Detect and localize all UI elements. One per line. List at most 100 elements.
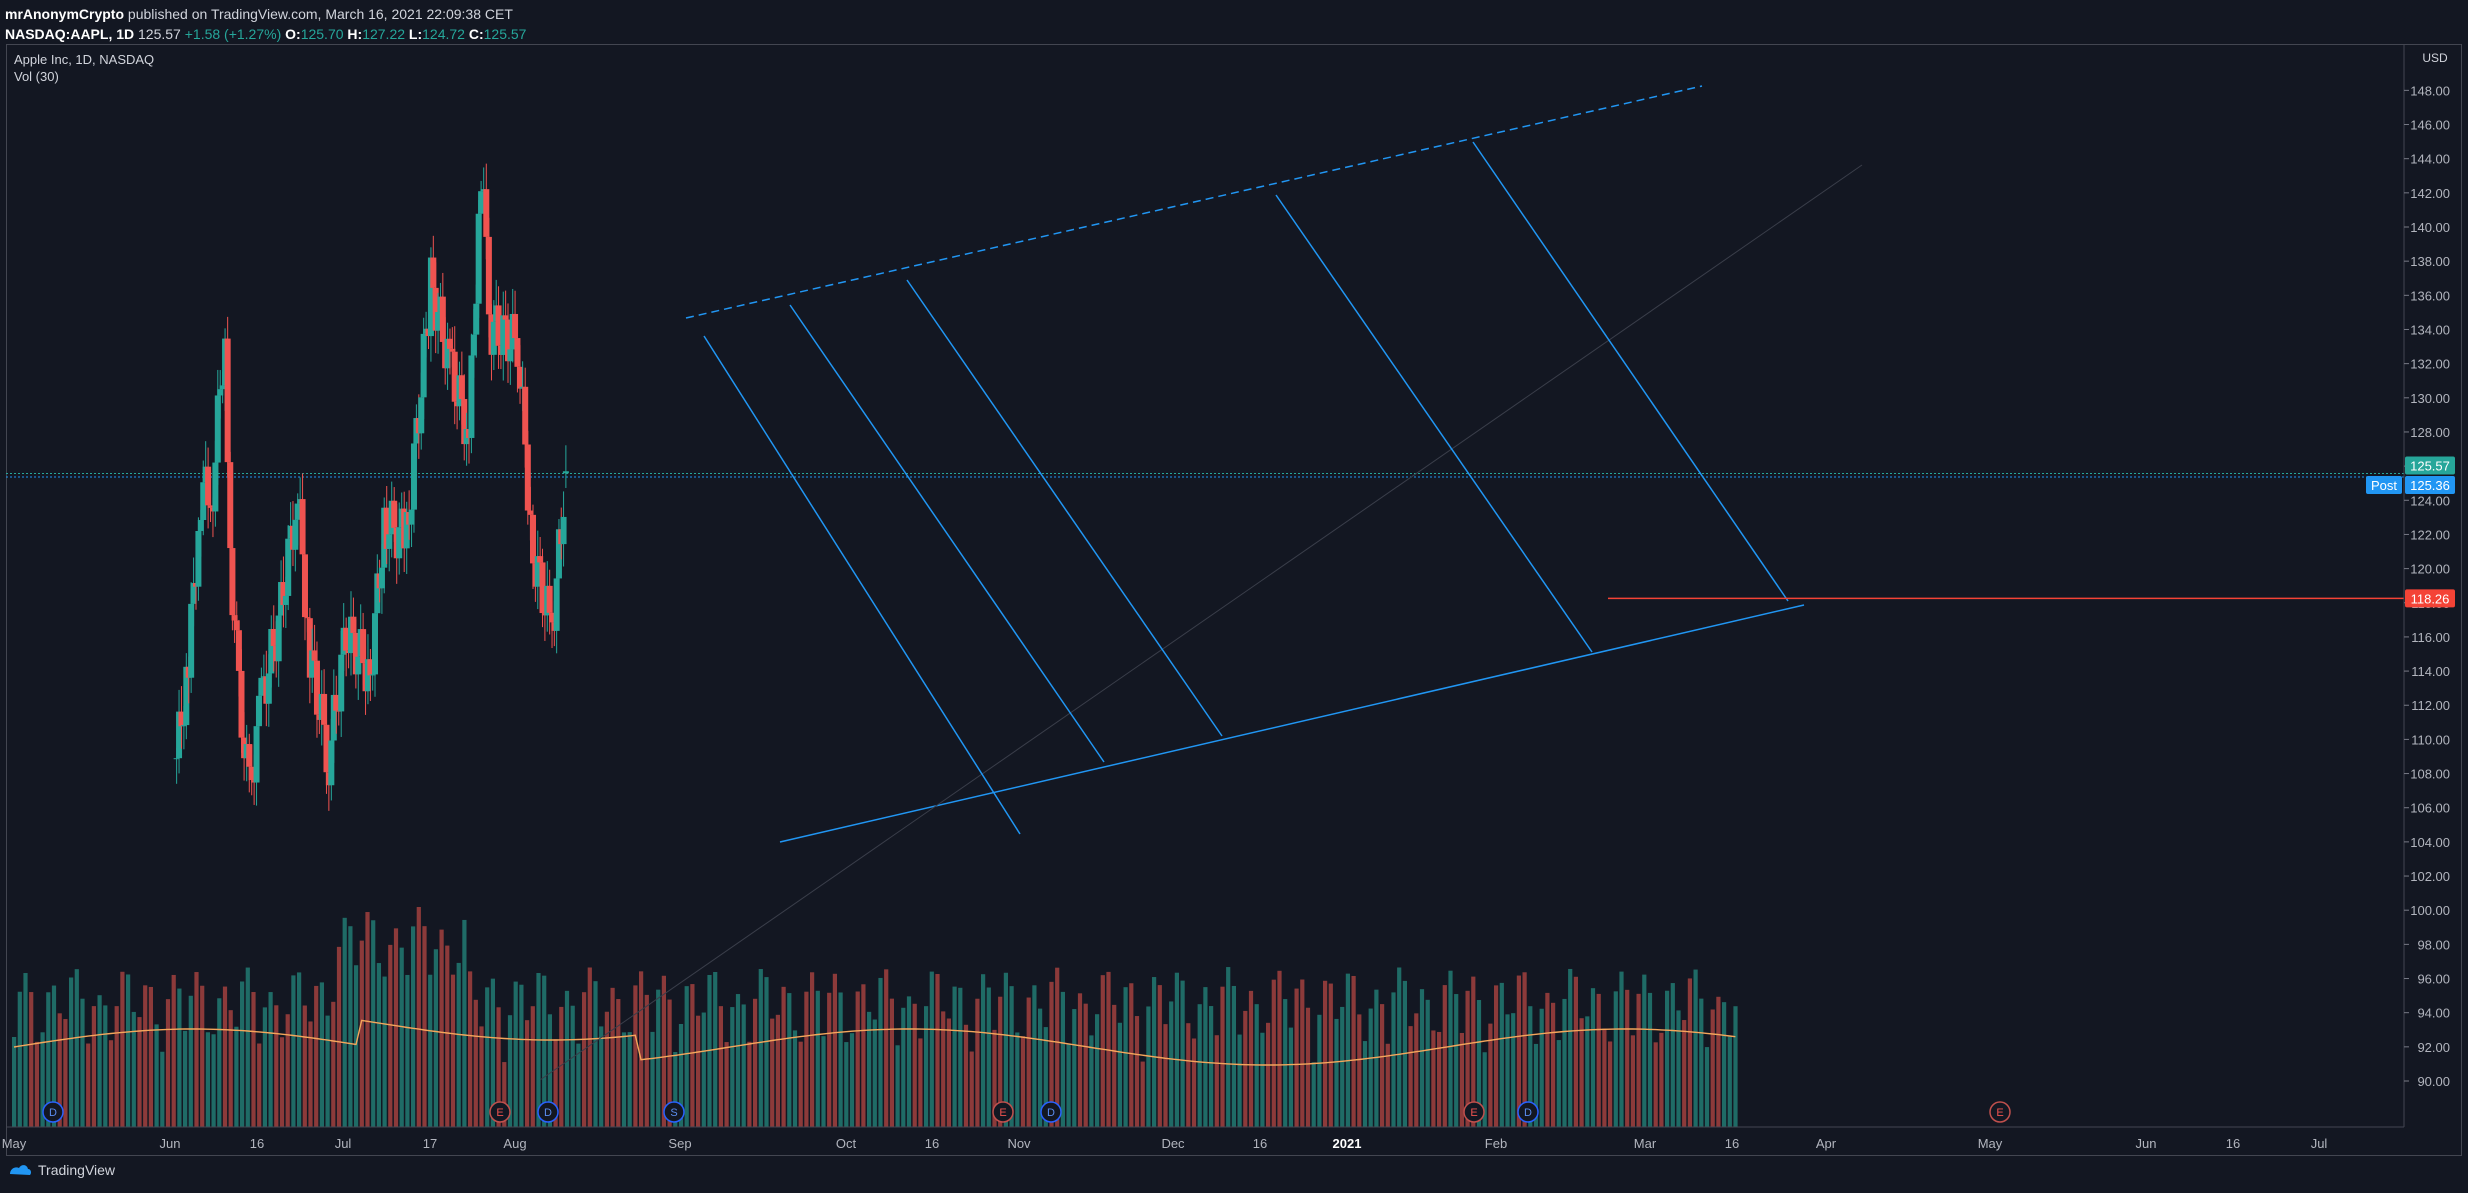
low-label: L: [408, 26, 423, 42]
volume-bar [735, 994, 741, 1127]
candle-body [549, 612, 556, 623]
volume-bar [627, 1032, 632, 1127]
volume-bar [855, 991, 860, 1127]
volume-bar [958, 987, 963, 1127]
volume-bar [131, 1011, 136, 1127]
volume-bar [1602, 1028, 1607, 1127]
volume-bar [1311, 1062, 1316, 1127]
high-label: H: [347, 26, 363, 42]
channel-line [906, 279, 1223, 737]
volume-bar [1397, 967, 1402, 1127]
volume-bar [673, 1051, 678, 1127]
footer-brand[interactable]: TradingView [8, 1162, 115, 1178]
author-name[interactable]: mrAnonymCrypto [5, 6, 125, 22]
time-tick-label: 16 [1253, 1136, 1267, 1151]
candle-body [560, 516, 567, 545]
volume-bar [559, 1006, 564, 1127]
candle-body [292, 519, 299, 550]
candle-body [527, 510, 534, 515]
price-tick-label: 132.00 [2410, 357, 2450, 372]
volume-bar [205, 1032, 210, 1127]
volume-bar [872, 1019, 877, 1127]
event-marker-label: E [1470, 1107, 1477, 1119]
volume-bar [1494, 985, 1499, 1127]
volume-bar [889, 998, 894, 1127]
volume-bar [513, 981, 518, 1127]
legend-volume: Vol (30) [14, 69, 59, 84]
volume-bar [1380, 1004, 1385, 1127]
candle-body [190, 583, 197, 604]
candle-body [555, 529, 562, 579]
volume-bar [1647, 992, 1653, 1127]
candle-body [323, 724, 330, 773]
chart-frame[interactable] [6, 44, 2462, 1156]
candle-body [227, 462, 234, 549]
candle-body [224, 338, 231, 463]
candle-body [183, 666, 190, 726]
event-marker-label: D [1047, 1107, 1055, 1119]
volume-bar [342, 917, 347, 1127]
time-tick-label: Aug [503, 1136, 526, 1151]
volume-bar [12, 1037, 17, 1127]
volume-bar [40, 1032, 45, 1127]
volume-bar [678, 1023, 684, 1127]
volume-bar [1288, 1027, 1293, 1127]
volume-bar [165, 999, 171, 1127]
volume-bar [74, 969, 79, 1127]
candle-body [328, 740, 335, 786]
candle-body [427, 257, 434, 337]
volume-bar [901, 1007, 906, 1127]
volume-bar [661, 975, 666, 1127]
candle-body [235, 630, 242, 671]
volume-bar [1533, 1043, 1539, 1127]
candle-body [313, 660, 320, 715]
channel-line [1472, 141, 1789, 602]
volume-bar [616, 999, 621, 1127]
candle-body [265, 673, 272, 704]
price-tick-label: 108.00 [2410, 767, 2450, 782]
last-price: 125.57 [138, 26, 181, 42]
volume-bar [91, 1006, 96, 1127]
volume-bar [730, 1007, 735, 1127]
volume-bar [1134, 1016, 1140, 1127]
candle-body [205, 466, 212, 506]
volume-bar [1391, 992, 1396, 1127]
candle-body [219, 385, 226, 390]
volume-bar [183, 1030, 188, 1127]
time-tick-label: Oct [836, 1136, 857, 1151]
candle-body [299, 499, 306, 555]
volume-bar [1226, 967, 1231, 1127]
volume-bar [1699, 998, 1704, 1127]
trendline-drawings [6, 85, 2404, 1081]
volume-bar [1043, 1027, 1048, 1127]
volume-bar [445, 945, 450, 1127]
candle-body [338, 654, 345, 712]
volume-bar [399, 947, 404, 1127]
volume-bar [1020, 1036, 1026, 1127]
volume-bar [468, 971, 473, 1127]
candle-body [439, 296, 446, 342]
candle-body [502, 315, 509, 320]
volume-bar [1083, 1003, 1088, 1127]
candle-body [294, 503, 301, 520]
price-tick-label: 146.00 [2410, 118, 2450, 133]
volume-bar [844, 1042, 849, 1127]
volume-bar [34, 1041, 39, 1127]
volume-bar [1163, 1024, 1168, 1127]
price-tick-label: 114.00 [2411, 664, 2450, 679]
volume-bar [975, 998, 980, 1127]
time-tick-label: Dec [1161, 1136, 1185, 1151]
time-axis: May Jun 16 Jul 17 Aug Sep Oct 16 Nov Dec 16 2021 Feb M… [2, 1126, 2404, 1151]
post-price-tag-bg [2405, 476, 2455, 495]
candle-body [333, 694, 340, 711]
volume-bar [496, 1007, 501, 1127]
candle-body [360, 629, 367, 664]
volume-bar [1186, 1023, 1191, 1127]
price-tick-label: 128.00 [2410, 425, 2450, 440]
volume-bar [1214, 1035, 1219, 1127]
volume-bar [365, 912, 370, 1127]
volume-bar [279, 1037, 285, 1127]
volume-bar [1026, 997, 1031, 1127]
volume-bar [1003, 972, 1008, 1127]
